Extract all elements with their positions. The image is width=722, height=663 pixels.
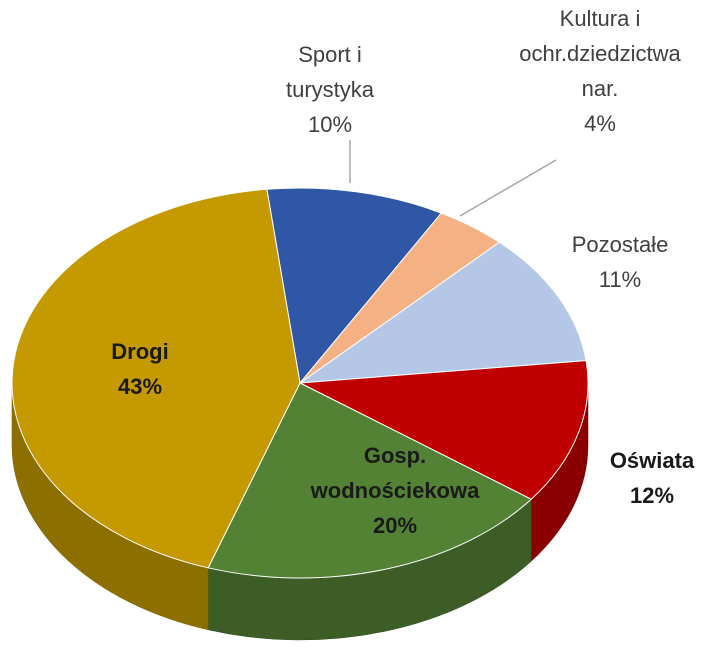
slice-value-label: 10% — [308, 112, 352, 137]
slice-label: Gosp. wodnościekowa — [310, 443, 480, 503]
slice-label: Kultura i ochr.dziedzictwa nar. — [519, 6, 681, 101]
pie-slice — [11, 188, 301, 569]
leader-line — [459, 159, 557, 217]
pie-slice — [298, 360, 589, 500]
slice-label: Oświata — [610, 448, 695, 473]
slice-value-label: 4% — [584, 111, 616, 136]
pie-slice — [207, 382, 533, 579]
pie-slice — [298, 241, 587, 384]
slice-value-label: 43% — [118, 374, 162, 399]
slice-value-label: 12% — [630, 483, 674, 508]
slice-value-label: 20% — [373, 513, 417, 538]
slice-label: Pozostałe — [572, 232, 669, 257]
slice-label: Sport i turystyka — [286, 42, 375, 102]
slice-value-label: 11% — [599, 267, 641, 292]
slice-label: Drogi — [111, 339, 168, 364]
pie-tops — [11, 187, 589, 579]
pie-slice — [266, 187, 443, 385]
